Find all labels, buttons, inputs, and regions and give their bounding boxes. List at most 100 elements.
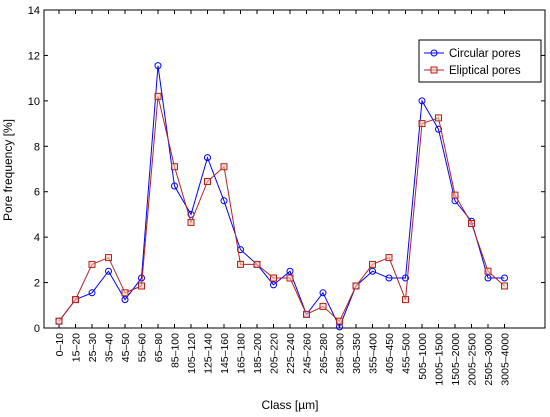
y-tick-label: 12 (28, 50, 40, 62)
x-tick-label: 245–260 (302, 333, 314, 374)
data-point (88, 289, 96, 297)
x-tick-label: 185–200 (252, 333, 264, 374)
legend-item: Circular pores (424, 48, 521, 60)
x-tick-label: 45–50 (120, 333, 132, 362)
x-tick-label: 105–120 (186, 333, 198, 374)
legend-label: Circular pores (449, 48, 521, 60)
legend-marker (430, 49, 438, 57)
x-tick-label: 2505–3000 (483, 333, 495, 386)
x-tick-label: 15–20 (71, 333, 83, 362)
y-tick-label: 2 (34, 278, 40, 290)
data-point (121, 289, 129, 297)
data-point (72, 296, 79, 304)
data-point (435, 114, 442, 122)
data-point (385, 274, 393, 282)
x-tick-label: 355–400 (368, 333, 380, 374)
data-point (501, 274, 508, 282)
y-tick-label: 10 (28, 96, 40, 108)
legend-marker (430, 66, 438, 74)
data-point (385, 254, 393, 262)
y-tick-label: 4 (34, 232, 40, 244)
data-point (336, 317, 343, 325)
data-point (303, 310, 310, 318)
data-point (319, 302, 327, 310)
data-point (237, 260, 244, 268)
legend: Circular pores Eliptical pores (418, 39, 542, 83)
data-point (451, 191, 459, 199)
y-axis: 0 2 4 6 8 10 12 14 (28, 5, 545, 335)
data-point (253, 260, 261, 268)
data-point (418, 120, 426, 128)
data-point (484, 267, 492, 275)
plot-border (43, 9, 546, 329)
plot-area (43, 9, 546, 329)
x-tick-label: 1505–2000 (450, 333, 462, 386)
data-point (138, 282, 145, 290)
y-tick-label: 14 (28, 5, 40, 17)
data-point (270, 281, 277, 289)
data-point (435, 125, 442, 133)
legend-item: Eliptical pores (424, 65, 521, 77)
data-point (171, 163, 178, 171)
data-point (88, 260, 96, 268)
data-point (220, 197, 228, 205)
data-point (105, 267, 112, 275)
x-tick-label: 205–220 (269, 333, 281, 374)
data-point (402, 274, 409, 282)
data-point (187, 218, 195, 226)
data-point (286, 274, 294, 282)
x-axis: 0–10 15–20 25–30 35–40 45–50 55–60 65–80 85–100… (54, 10, 512, 386)
data-point (286, 267, 294, 275)
x-tick-label: 3005–4000 (500, 333, 512, 386)
data-point (204, 177, 211, 185)
x-tick-label: 265–280 (318, 333, 330, 374)
data-point (418, 97, 426, 105)
y-tick-label: 8 (34, 141, 40, 153)
data-point (220, 163, 228, 171)
x-tick-label: 35–40 (104, 333, 116, 362)
data-point (105, 254, 112, 262)
data-point (154, 92, 162, 100)
series-2 (55, 92, 508, 325)
data-point (154, 62, 162, 70)
x-axis-label: Class [µm] (262, 398, 319, 412)
series-line (58, 96, 505, 323)
data-point (369, 260, 376, 268)
data-point (204, 154, 211, 162)
y-tick-label: 6 (34, 187, 40, 199)
x-tick-label: 405–450 (384, 333, 396, 374)
data-point (369, 267, 376, 275)
x-tick-label: 25–30 (87, 333, 99, 362)
x-tick-label: 305–350 (351, 333, 363, 374)
x-tick-label: 455–500 (401, 333, 413, 374)
data-point (121, 296, 129, 304)
data-point (501, 282, 508, 290)
x-tick-label: 505–1000 (417, 333, 429, 380)
data-point (171, 182, 178, 190)
y-tick-label: 0 (34, 323, 40, 335)
data-point (352, 282, 360, 290)
legend-label: Eliptical pores (449, 65, 521, 77)
data-point (270, 274, 277, 282)
series-layer (55, 62, 508, 331)
legend-box (418, 39, 542, 83)
x-tick-label: 0–10 (54, 333, 66, 357)
x-tick-label: 125–140 (203, 333, 215, 374)
data-point (319, 289, 327, 297)
data-point (468, 220, 475, 228)
series-line (58, 65, 505, 329)
x-tick-label: 165–180 (236, 333, 248, 374)
x-tick-label: 2005–2500 (467, 333, 479, 386)
x-tick-label: 225–240 (285, 333, 297, 374)
x-tick-label: 85–100 (170, 333, 182, 368)
data-point (402, 296, 409, 304)
x-tick-label: 1005–1500 (434, 333, 446, 386)
y-axis-label: Pore frequency [%] (1, 119, 15, 221)
data-point (484, 274, 492, 282)
x-tick-label: 285–300 (335, 333, 347, 374)
x-tick-label: 145–160 (219, 333, 231, 374)
data-point (55, 317, 63, 325)
x-tick-label: 55–60 (137, 333, 149, 362)
x-tick-label: 65–80 (153, 333, 165, 362)
